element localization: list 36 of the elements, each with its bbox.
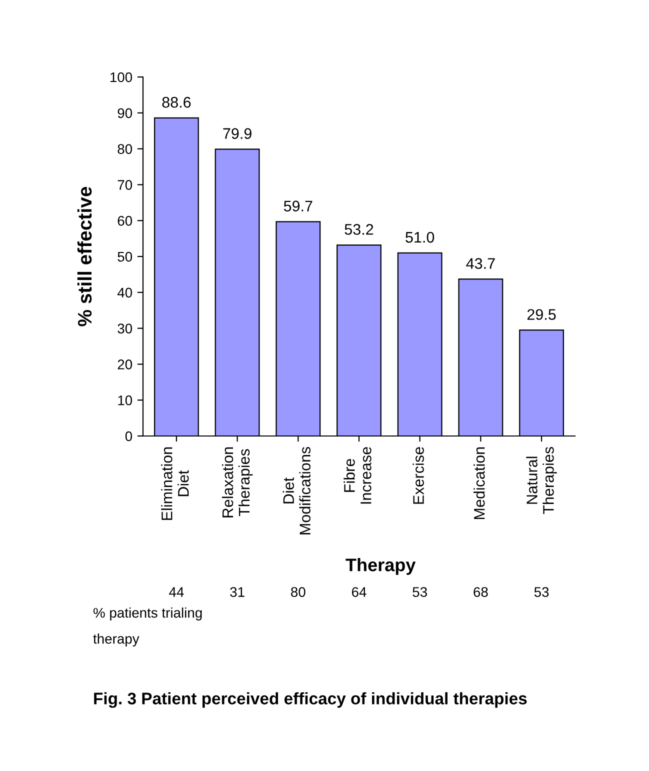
text: 68 [474, 587, 488, 597]
text: 53 [534, 587, 549, 597]
y-tick-label: 80 [118, 144, 132, 154]
y-tick-label: 70 [118, 180, 132, 190]
x-tick-label: Exercise [412, 447, 424, 504]
text: 53 [412, 587, 427, 597]
y-tick-label: 0 [125, 431, 132, 442]
x-tick-label: Natural Therapies [526, 446, 557, 514]
x-tick-label: Medication [474, 447, 485, 520]
y-axis-title: % still effective [77, 186, 92, 326]
data-label: 88.6 [162, 96, 191, 108]
x-tick-label: Relaxation Therapies [222, 447, 253, 518]
y-tick-label: 100 [110, 72, 132, 82]
y-tick-label: 30 [118, 324, 132, 334]
data-label: 59.7 [284, 200, 312, 212]
y-tick-label: 90 [118, 108, 132, 118]
text: % patients trialing therapy [93, 608, 202, 646]
text: 80 [291, 587, 306, 597]
y-tick-label: 20 [118, 360, 132, 370]
data-label: 53.2 [344, 224, 374, 235]
x-tick-label: Fibre Increase [344, 447, 372, 504]
x-axis-title: Therapy [346, 558, 416, 575]
y-tick-label: 50 [118, 252, 132, 262]
y-tick-label: 10 [118, 395, 132, 406]
text: 44 [169, 587, 184, 597]
caption: Fig. 3 Patient perceived efficacy of individual therapies [94, 692, 527, 708]
x-tick-label: Diet Modifications [282, 446, 310, 534]
text: 31 [230, 587, 244, 597]
text: 64 [352, 587, 366, 597]
y-tick-label: 40 [117, 288, 132, 298]
y-tick-label: 60 [118, 216, 132, 226]
data-label: 29.5 [527, 309, 556, 320]
data-label: 43.7 [466, 258, 495, 269]
x-tick-label: Elimination Diet [161, 447, 189, 520]
data-label: 51.0 [406, 232, 434, 243]
data-label: 79.9 [223, 128, 252, 139]
